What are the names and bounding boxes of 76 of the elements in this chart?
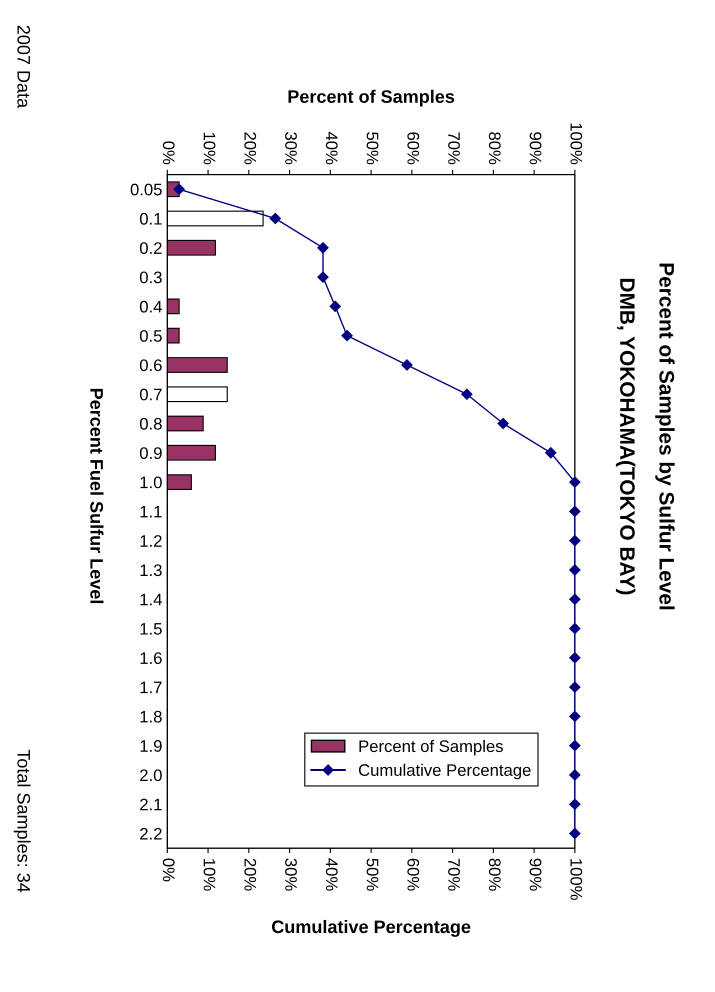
point xyxy=(569,535,580,546)
point xyxy=(569,740,580,752)
point xyxy=(569,652,580,664)
y-tick-label: 0.4 xyxy=(140,300,162,313)
x2-tick-label: 100% xyxy=(570,124,582,164)
point xyxy=(569,798,580,810)
text: DMB, YOKOHAMA(TOKYO BAY) xyxy=(616,278,636,594)
y-tick-label: 0.1 xyxy=(140,212,162,225)
y-tick-label: 1.5 xyxy=(140,623,162,635)
y-tick-label: 2.1 xyxy=(140,798,162,810)
point xyxy=(498,418,509,430)
y-axis-title: Percent Fuel Sulfur Level xyxy=(90,388,104,604)
x2-tick-label: 80% xyxy=(488,132,501,164)
y-tick-label: 1.0 xyxy=(140,476,162,488)
x2-axis-title: Percent of Samples xyxy=(288,90,454,107)
y-tick-label: 1.3 xyxy=(140,564,162,576)
y-tick-label: 1.1 xyxy=(140,506,162,518)
x-tick-label: 50% xyxy=(366,858,378,891)
point xyxy=(317,242,329,254)
point xyxy=(569,622,580,634)
y-tick-label: 1.8 xyxy=(140,710,162,723)
text: 2007 Data xyxy=(17,26,30,108)
x2-tick-label: 40% xyxy=(326,132,338,164)
x-tick-label: 80% xyxy=(488,858,501,891)
y-tick-label: 1.4 xyxy=(140,594,162,606)
point xyxy=(270,212,281,224)
x2-tick-label: 50% xyxy=(366,132,378,164)
point xyxy=(545,447,556,458)
y-tick-label: 0.9 xyxy=(140,447,162,460)
x2-tick-label: 10% xyxy=(204,132,216,164)
x-tick-label: 20% xyxy=(244,858,256,891)
point xyxy=(461,388,472,400)
x-tick-label: 60% xyxy=(407,858,420,891)
x-tick-label: 0% xyxy=(162,858,175,882)
point xyxy=(401,359,413,371)
y-tick-label: 1.9 xyxy=(140,740,162,752)
point xyxy=(569,769,580,781)
x-tick-label: 100% xyxy=(570,859,582,900)
y-tick-label: 1.7 xyxy=(140,682,162,694)
x-axis-title: Cumulative Percentage xyxy=(272,920,470,937)
x2-tick-label: 0% xyxy=(162,141,175,164)
x2-tick-label: 90% xyxy=(530,132,542,164)
text: Total Samples: 34 xyxy=(14,750,31,892)
x-tick-label: 90% xyxy=(530,858,542,891)
y-tick-label: 2.0 xyxy=(140,769,162,782)
point xyxy=(330,300,341,312)
y-tick-label: 0.5 xyxy=(140,330,162,342)
x-tick-label: 30% xyxy=(285,858,297,891)
y-tick-label: 2.2 xyxy=(140,828,162,840)
legend-label: Percent of Samples xyxy=(359,740,503,756)
x-tick-label: 10% xyxy=(204,859,216,891)
y-tick-label: 0.2 xyxy=(140,242,162,254)
y-tick-label: 0.05 xyxy=(130,184,162,196)
y-tick-label: 0.7 xyxy=(140,388,162,400)
x2-tick-label: 60% xyxy=(407,132,420,164)
x-tick-label: 40% xyxy=(326,858,338,891)
x2-tick-label: 70% xyxy=(448,132,460,164)
x2-tick-label: 30% xyxy=(285,132,297,164)
y-tick-label: 0.8 xyxy=(140,418,162,430)
y-tick-label: 1.2 xyxy=(140,535,162,547)
point xyxy=(317,271,329,283)
point xyxy=(569,681,580,693)
point xyxy=(569,476,580,488)
point xyxy=(569,828,580,840)
y-tick-label: 0.3 xyxy=(140,271,162,284)
legend-label: Cumulative Percentage xyxy=(358,764,531,780)
x2-tick-label: 20% xyxy=(244,132,256,164)
text: Percent of Samples by Sulfur Level xyxy=(655,264,675,610)
y-tick-label: 1.6 xyxy=(140,652,162,664)
point xyxy=(569,710,580,722)
point xyxy=(569,506,580,517)
x-tick-label: 70% xyxy=(448,858,460,891)
point xyxy=(569,564,580,576)
y-tick-label: 0.6 xyxy=(140,359,162,372)
point xyxy=(569,594,580,605)
point xyxy=(341,330,353,342)
